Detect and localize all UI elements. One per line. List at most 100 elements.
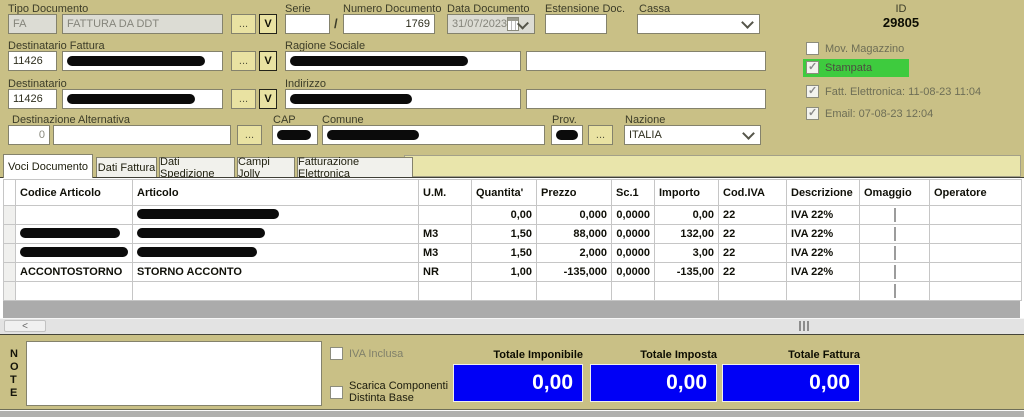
cell-quantita[interactable]: 1,00 <box>471 262 537 282</box>
cell-omaggio[interactable] <box>859 243 930 263</box>
omaggio-checkbox[interactable] <box>893 246 896 260</box>
checkbox-icon[interactable] <box>806 42 819 55</box>
cell-articolo[interactable] <box>132 205 419 225</box>
tab-voci-documento[interactable]: Voci Documento <box>3 154 93 178</box>
flag-fatt-elettronica[interactable]: Fatt. Elettronica: 11-08-23 11:04 <box>806 84 981 98</box>
cell-sc1[interactable]: 0,0000 <box>611 262 655 282</box>
col-header-operatore[interactable]: Operatore <box>929 179 1022 206</box>
cell-descrizione[interactable]: IVA 22% <box>786 243 860 263</box>
omaggio-checkbox[interactable] <box>893 227 896 241</box>
cell-quantita[interactable] <box>471 281 537 301</box>
col-header-um[interactable]: U.M. <box>418 179 472 206</box>
cell-codiva[interactable]: 22 <box>718 224 787 244</box>
row-header[interactable] <box>3 224 16 244</box>
serie-field[interactable] <box>285 14 330 34</box>
col-header-descrizione[interactable]: Descrizione <box>786 179 860 206</box>
cell-operatore[interactable] <box>929 205 1022 225</box>
data-documento-field[interactable]: 31/07/2023 <box>447 14 535 34</box>
cell-operatore[interactable] <box>929 243 1022 263</box>
cell-prezzo[interactable] <box>536 281 612 301</box>
horizontal-scrollbar[interactable] <box>0 318 1024 334</box>
col-header-sc1[interactable]: Sc.1 <box>611 179 655 206</box>
checkbox-icon[interactable] <box>330 347 343 360</box>
cell-sc1[interactable] <box>611 281 655 301</box>
row-header[interactable] <box>3 243 16 263</box>
prov-field[interactable] <box>551 125 583 145</box>
cell-descrizione[interactable]: IVA 22% <box>786 205 860 225</box>
cell-articolo[interactable] <box>132 281 419 301</box>
destinatario-fattura-v-button[interactable]: V <box>259 51 277 71</box>
row-header[interactable] <box>3 281 16 301</box>
numero-documento-field[interactable]: 1769 <box>343 14 435 34</box>
nazione-select[interactable]: ITALIA <box>624 125 761 145</box>
destinatario-fattura-browse-button[interactable]: ... <box>231 51 256 71</box>
cell-quantita[interactable]: 1,50 <box>471 224 537 244</box>
cell-importo[interactable]: -135,00 <box>654 262 719 282</box>
cell-quantita[interactable]: 0,00 <box>471 205 537 225</box>
ragione-sociale-field-2[interactable] <box>526 51 766 71</box>
col-header-articolo[interactable]: Articolo <box>132 179 419 206</box>
destinatario-v-button[interactable]: V <box>259 89 277 109</box>
cell-importo[interactable]: 0,00 <box>654 205 719 225</box>
cell-sc1[interactable]: 0,0000 <box>611 243 655 263</box>
cell-codice[interactable] <box>15 281 133 301</box>
destinatario-code-field[interactable]: 11426 <box>8 89 57 109</box>
cell-prezzo[interactable]: 0,000 <box>536 205 612 225</box>
col-header-quantita[interactable]: Quantita' <box>471 179 537 206</box>
scarica-componenti-checkbox-row[interactable]: Scarica Componenti Distinta Base <box>330 380 448 404</box>
destinazione-alternativa-code-field[interactable]: 0 <box>8 125 50 145</box>
cassa-select[interactable] <box>637 14 760 34</box>
cell-prezzo[interactable]: 2,000 <box>536 243 612 263</box>
scrollbar-left-arrow[interactable]: < <box>4 320 46 332</box>
tab-dati-spedizione[interactable]: Dati Spedizione <box>159 156 235 180</box>
row-header[interactable] <box>3 205 16 225</box>
checkbox-icon[interactable] <box>806 106 819 120</box>
tab-campi-jolly[interactable]: Campi Jolly <box>237 156 295 180</box>
cell-omaggio[interactable] <box>859 224 930 244</box>
cell-descrizione[interactable]: IVA 22% <box>786 262 860 282</box>
destinatario-name-field[interactable] <box>62 89 223 109</box>
destinatario-browse-button[interactable]: ... <box>231 89 256 109</box>
tipo-documento-code-field[interactable]: FA <box>8 14 57 34</box>
cell-codice[interactable] <box>15 243 133 263</box>
checkbox-icon[interactable] <box>806 84 819 98</box>
checkbox-icon[interactable] <box>806 60 819 74</box>
comune-field[interactable] <box>322 125 545 145</box>
omaggio-checkbox[interactable] <box>893 208 896 222</box>
cell-codice[interactable] <box>15 224 133 244</box>
col-header-prezzo[interactable]: Prezzo <box>536 179 612 206</box>
col-header-codice-articolo[interactable]: Codice Articolo <box>15 179 133 206</box>
tipo-documento-v-button[interactable]: V <box>259 14 277 34</box>
destinazione-alternativa-browse-button[interactable]: ... <box>237 125 262 145</box>
cell-prezzo[interactable]: -135,000 <box>536 262 612 282</box>
col-header-omaggio[interactable]: Omaggio <box>859 179 930 206</box>
cell-um[interactable]: M3 <box>418 243 472 263</box>
cell-sc1[interactable]: 0,0000 <box>611 205 655 225</box>
cell-codiva[interactable] <box>718 281 787 301</box>
omaggio-checkbox[interactable] <box>893 265 896 279</box>
ragione-sociale-field[interactable] <box>285 51 521 71</box>
col-header-importo[interactable]: Importo <box>654 179 719 206</box>
cell-omaggio[interactable] <box>859 262 930 282</box>
cell-omaggio[interactable] <box>859 205 930 225</box>
cell-um[interactable]: NR <box>418 262 472 282</box>
cell-prezzo[interactable]: 88,000 <box>536 224 612 244</box>
prov-browse-button[interactable]: ... <box>588 125 613 145</box>
destinatario-fattura-name-field[interactable] <box>62 51 223 71</box>
row-header[interactable] <box>3 262 16 282</box>
omaggio-checkbox[interactable] <box>893 284 896 298</box>
cell-articolo[interactable]: STORNO ACCONTO <box>132 262 419 282</box>
cell-descrizione[interactable] <box>786 281 860 301</box>
cell-um[interactable] <box>418 281 472 301</box>
cell-articolo[interactable] <box>132 224 419 244</box>
col-header-codiva[interactable]: Cod.IVA <box>718 179 787 206</box>
note-textarea[interactable] <box>26 341 322 406</box>
cell-um[interactable] <box>418 205 472 225</box>
cell-codiva[interactable]: 22 <box>718 205 787 225</box>
scrollbar-grip[interactable] <box>797 321 811 331</box>
cell-quantita[interactable]: 1,50 <box>471 243 537 263</box>
cell-sc1[interactable]: 0,0000 <box>611 224 655 244</box>
flag-email[interactable]: Email: 07-08-23 12:04 <box>806 106 933 120</box>
cell-codiva[interactable]: 22 <box>718 243 787 263</box>
flag-mov-magazzino[interactable]: Mov. Magazzino <box>806 42 904 55</box>
